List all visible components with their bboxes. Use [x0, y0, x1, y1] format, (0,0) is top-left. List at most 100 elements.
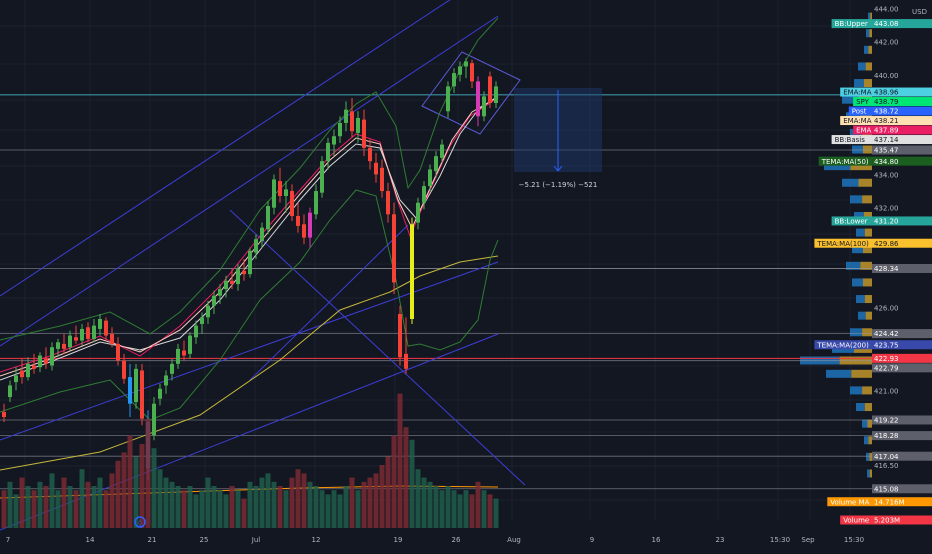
- candle-body[interactable]: [182, 350, 186, 356]
- volume-bar[interactable]: [325, 494, 331, 528]
- candle-body[interactable]: [374, 162, 378, 175]
- volume-bar[interactable]: [115, 460, 121, 528]
- candle-body[interactable]: [308, 212, 312, 238]
- candle-body[interactable]: [332, 136, 336, 145]
- candle-body[interactable]: [470, 63, 474, 82]
- price-tag-value-bg[interactable]: [872, 340, 932, 350]
- price-tag-value-bg[interactable]: [872, 156, 932, 166]
- price-tag-label-bg[interactable]: [814, 340, 872, 350]
- volume-bar[interactable]: [205, 477, 211, 528]
- price-tag-value-bg[interactable]: [872, 97, 932, 107]
- candle-body[interactable]: [32, 365, 36, 369]
- candle-body[interactable]: [320, 161, 324, 193]
- candle-body[interactable]: [230, 280, 234, 285]
- volume-bar[interactable]: [85, 481, 91, 528]
- candle-body[interactable]: [326, 142, 330, 162]
- volume-bar[interactable]: [295, 469, 301, 528]
- volume-bar[interactable]: [103, 490, 109, 528]
- tema-ma-100-line[interactable]: [0, 255, 499, 471]
- volume-bar[interactable]: [91, 486, 97, 528]
- price-tag-label-bg[interactable]: [831, 216, 872, 226]
- price-tag-value-bg[interactable]: [872, 116, 932, 126]
- candle-body[interactable]: [14, 375, 18, 383]
- volume-bar[interactable]: [7, 481, 13, 528]
- candle-body[interactable]: [170, 363, 174, 374]
- volume-bar[interactable]: [481, 490, 487, 528]
- volume-bar[interactable]: [157, 469, 163, 528]
- price-tag-value-bg[interactable]: [872, 515, 932, 525]
- candle-body[interactable]: [86, 327, 90, 339]
- volume-bar[interactable]: [223, 494, 229, 528]
- price-tag-label-bg[interactable]: [814, 238, 872, 248]
- price-tag-label-bg[interactable]: [827, 497, 872, 507]
- price-tag-value-bg[interactable]: [872, 87, 932, 97]
- volume-bar[interactable]: [13, 494, 19, 528]
- price-tag-value-bg[interactable]: [872, 329, 932, 339]
- volume-bar[interactable]: [193, 494, 199, 528]
- volume-bar[interactable]: [469, 494, 475, 528]
- volume-bar[interactable]: [331, 490, 337, 528]
- volume-bar[interactable]: [55, 490, 61, 528]
- volume-bar[interactable]: [439, 490, 445, 528]
- price-tag-value-bg[interactable]: [872, 238, 932, 248]
- candle-body[interactable]: [176, 348, 180, 364]
- channel-mid-line[interactable]: [0, 15, 499, 347]
- candle-body[interactable]: [428, 169, 432, 187]
- candle-body[interactable]: [8, 385, 12, 398]
- cross-line-down[interactable]: [229, 209, 526, 486]
- volume-bar[interactable]: [433, 486, 439, 528]
- volume-bar[interactable]: [181, 490, 187, 528]
- candle-body[interactable]: [104, 320, 108, 336]
- candle-body[interactable]: [488, 76, 492, 104]
- volume-bar[interactable]: [421, 477, 427, 528]
- volume-bar[interactable]: [391, 435, 397, 528]
- price-tag-value-bg[interactable]: [872, 106, 932, 116]
- volume-bar[interactable]: [25, 486, 31, 528]
- price-tag-value-bg[interactable]: [872, 415, 932, 425]
- candle-body[interactable]: [482, 96, 486, 117]
- volume-bar[interactable]: [271, 481, 277, 528]
- price-tag-label-bg[interactable]: [818, 156, 872, 166]
- candle-body[interactable]: [284, 189, 288, 197]
- candle-body[interactable]: [236, 269, 240, 285]
- candle-body[interactable]: [260, 227, 264, 241]
- volume-bar[interactable]: [247, 481, 253, 528]
- volume-bar[interactable]: [367, 477, 373, 528]
- candle-body[interactable]: [80, 328, 84, 341]
- volume-bar[interactable]: [127, 435, 133, 528]
- volume-bar[interactable]: [307, 481, 313, 528]
- candle-body[interactable]: [314, 191, 318, 215]
- volume-bar[interactable]: [361, 481, 367, 528]
- candle-body[interactable]: [20, 370, 24, 378]
- candle-body[interactable]: [416, 202, 420, 223]
- volume-bar[interactable]: [319, 490, 325, 528]
- candle-body[interactable]: [290, 191, 294, 216]
- candle-body[interactable]: [44, 358, 48, 364]
- volume-bar[interactable]: [403, 427, 409, 528]
- candle-body[interactable]: [2, 412, 6, 417]
- volume-bar[interactable]: [187, 486, 193, 528]
- bb-upper-line[interactable]: [0, 17, 499, 341]
- candle-body[interactable]: [362, 119, 366, 148]
- price-tag-label-bg[interactable]: [831, 135, 872, 145]
- volume-bar[interactable]: [373, 473, 379, 528]
- candle-body[interactable]: [224, 280, 228, 290]
- candle-body[interactable]: [272, 179, 276, 208]
- candle-body[interactable]: [128, 377, 132, 404]
- volume-bar[interactable]: [73, 490, 79, 528]
- candle-body[interactable]: [200, 317, 204, 324]
- candle-body[interactable]: [50, 347, 54, 366]
- candle-body[interactable]: [212, 295, 216, 306]
- candle-body[interactable]: [152, 403, 156, 436]
- candle-body[interactable]: [116, 343, 120, 361]
- volume-bar[interactable]: [337, 494, 343, 528]
- volume-bar[interactable]: [415, 469, 421, 528]
- volume-bar[interactable]: [43, 486, 49, 528]
- cross-line-up[interactable]: [249, 224, 409, 381]
- price-tag-value-bg[interactable]: [872, 19, 932, 29]
- volume-bar[interactable]: [49, 473, 55, 528]
- candle-body[interactable]: [242, 270, 246, 275]
- volume-bar[interactable]: [259, 477, 265, 528]
- candle-body[interactable]: [98, 318, 102, 329]
